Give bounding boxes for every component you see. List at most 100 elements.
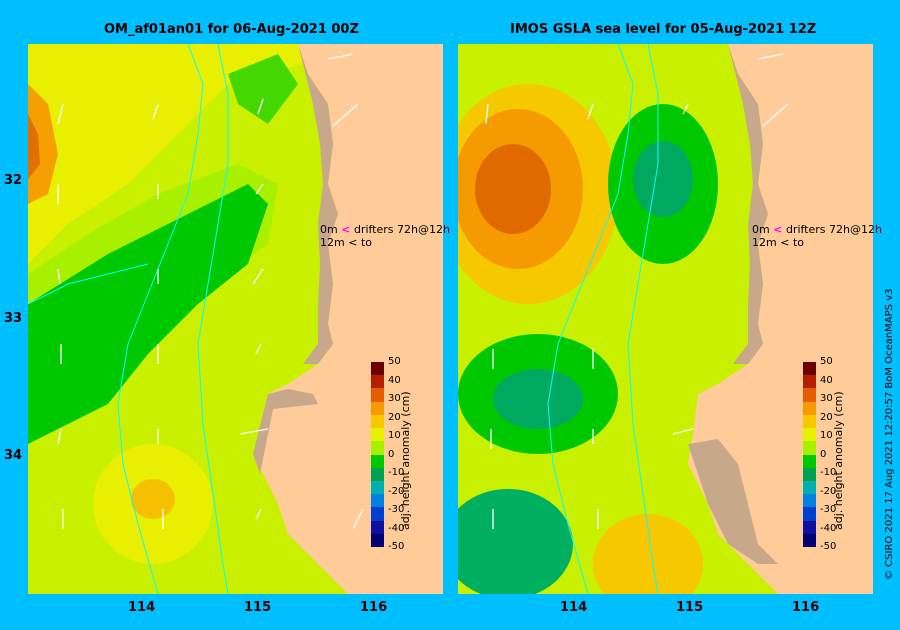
legend-depth-12m: 12m — [752, 236, 777, 249]
colorbar-segment — [371, 507, 384, 522]
contour-line — [197, 44, 229, 594]
drifter-legend-line1: 0m < drifters 72h@12h — [320, 223, 450, 236]
colorbar-tick-label: -30 — [820, 504, 837, 515]
lon-tick-115: 115 — [676, 600, 704, 615]
ocean-teal-eddy — [633, 141, 693, 217]
colorbar-tick-label: 10 — [388, 430, 401, 441]
ocean-orange-south — [131, 479, 175, 519]
coast-strip-south — [253, 389, 318, 474]
legend-arrow-magenta: < — [341, 223, 351, 236]
colorbar-segment — [371, 414, 384, 429]
colorbar-segment — [803, 401, 816, 416]
drifter-legend-line1: 0m < drifters 72h@12h — [752, 223, 882, 236]
ocean-orange-core — [28, 114, 40, 179]
credit-text: © CSIRO 2021 17 Aug 2021 12:20:57 BoM Oc… — [884, 288, 895, 581]
colorbar-segment — [371, 454, 384, 469]
colorbar-segment — [371, 533, 384, 548]
colorbar-tick-label: -40 — [388, 522, 405, 534]
colorbar-segment — [371, 428, 384, 442]
legend-text: drifters 72h@12h — [353, 223, 450, 236]
colorbar-segment — [803, 362, 816, 376]
colorbar-tick-label: 0 — [820, 448, 827, 460]
colorbar-tick-label: -10 — [388, 467, 405, 478]
colorbar-segment — [371, 441, 384, 455]
lon-tick-115: 115 — [244, 600, 272, 615]
colorbar-segment — [803, 467, 816, 482]
legend-text: to — [792, 236, 804, 249]
colorbar-segment — [371, 388, 384, 403]
colorbar-title-right: adj. height anomaly (cm) — [832, 391, 845, 530]
colorbar-tick-label: -50 — [820, 541, 837, 552]
lon-tick-114: 114 — [128, 600, 156, 615]
left-map — [28, 44, 443, 594]
colorbar-tick-label: 30 — [820, 393, 833, 404]
colorbar-tick-label: 10 — [820, 430, 833, 441]
ocean-teal-middle — [493, 369, 583, 429]
colorbar-segment — [371, 375, 384, 389]
colorbar-segment — [803, 441, 816, 455]
colorbar-segment — [803, 454, 816, 469]
contour-line — [547, 44, 634, 594]
drifter-legend-line2: 12m < to — [320, 236, 372, 249]
colorbar-segment — [803, 494, 816, 508]
colorbar-tick-label: 20 — [388, 411, 401, 423]
colorbar-segment — [371, 480, 384, 495]
legend-depth-0m: 0m — [320, 223, 338, 236]
colorbar-segment — [371, 467, 384, 482]
colorbar-segment — [803, 520, 816, 535]
legend-arrow-magenta: < — [773, 223, 783, 236]
coast-strip-south — [688, 439, 778, 564]
left-panel-title: OM_af01an01 for 06-Aug-2021 00Z — [104, 22, 359, 37]
colorbar-tick-label: 0 — [388, 448, 395, 460]
colorbar-title-left: adj. height anomaly (cm) — [399, 391, 412, 530]
legend-text: to — [360, 236, 372, 249]
coast-strip — [728, 44, 768, 364]
colorbar-tick-label: -20 — [820, 485, 837, 497]
contour-line — [117, 44, 204, 594]
colorbar-segment — [371, 362, 384, 376]
lon-tick-116: 116 — [360, 600, 388, 615]
colorbar-tick-label: -30 — [388, 504, 405, 515]
colorbar-tick-label: 20 — [820, 411, 833, 423]
colorbar-segment — [803, 428, 816, 442]
ocean-dark-orange-eddy — [475, 144, 551, 234]
colorbar-segment — [803, 414, 816, 429]
lat-tick-32: 32 — [4, 173, 23, 188]
colorbar-tick-label: -40 — [820, 522, 837, 534]
colorbar-tick-label: 40 — [388, 374, 401, 386]
colorbar-tick-label: 40 — [820, 374, 833, 386]
drifter-arrows — [57, 53, 364, 530]
coast-strip — [298, 44, 338, 364]
colorbar-tick-label: -50 — [388, 541, 405, 552]
colorbar-tick-label: 30 — [388, 393, 401, 404]
lon-tick-114: 114 — [560, 600, 588, 615]
ocean-orange-warm — [28, 84, 58, 204]
colorbar-segment — [371, 494, 384, 508]
legend-arrow-black: < — [780, 236, 790, 249]
right-map — [458, 44, 873, 594]
legend-depth-0m: 0m — [752, 223, 770, 236]
colorbar-tick-label: -10 — [820, 467, 837, 478]
lat-tick-34: 34 — [4, 448, 23, 463]
colorbar-segment — [371, 401, 384, 416]
colorbar-segment — [803, 507, 816, 522]
contour-line — [28, 263, 149, 305]
colorbar-segment — [803, 388, 816, 403]
ocean-green-south — [458, 489, 573, 594]
colorbar-segment — [803, 480, 816, 495]
legend-text: drifters 72h@12h — [785, 223, 882, 236]
drifter-legend-line2: 12m < to — [752, 236, 804, 249]
colorbar-segment — [371, 520, 384, 535]
lon-tick-116: 116 — [792, 600, 820, 615]
contour-line — [627, 44, 659, 594]
right-panel-title: IMOS GSLA sea level for 05-Aug-2021 12Z — [510, 22, 817, 37]
colorbar-tick-label: -20 — [388, 485, 405, 497]
colorbar-segment — [803, 375, 816, 389]
lat-tick-33: 33 — [4, 311, 23, 326]
ocean-green-north — [228, 54, 298, 124]
legend-depth-12m: 12m — [320, 236, 345, 249]
ocean-green-band — [28, 184, 268, 444]
colorbar-tick-label: 50 — [820, 356, 833, 367]
ocean-yellow — [28, 44, 303, 264]
legend-arrow-black: < — [348, 236, 358, 249]
